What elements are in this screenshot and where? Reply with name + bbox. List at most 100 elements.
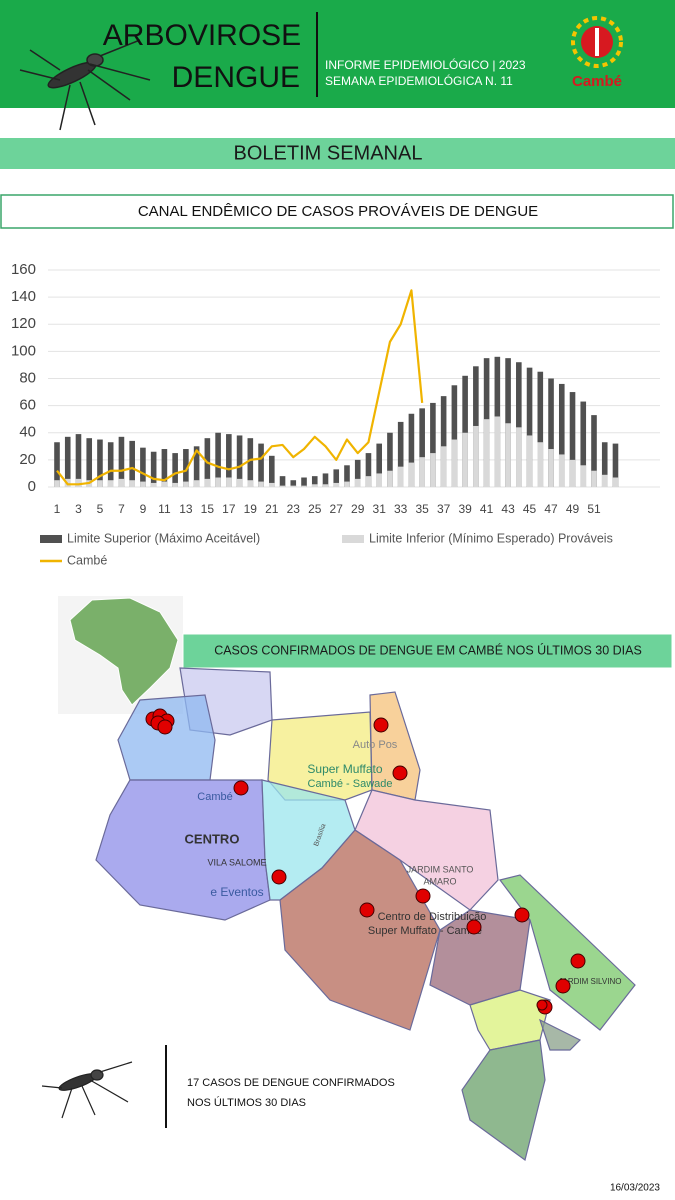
map-title: CASOS CONFIRMADOS DE DENGUE EM CAMBÉ NOS… <box>214 642 642 657</box>
bar <box>376 443 382 487</box>
bar <box>54 480 60 487</box>
bar <box>451 385 458 487</box>
bar <box>311 476 318 487</box>
bar <box>322 484 329 487</box>
bar <box>419 408 425 487</box>
bar <box>193 480 200 487</box>
bar <box>569 459 576 487</box>
banner <box>0 138 675 169</box>
bar <box>344 465 350 487</box>
date: 16/03/2023 <box>610 1183 660 1194</box>
bar <box>397 466 404 487</box>
map-label: CENTRO <box>185 831 240 846</box>
bar <box>408 413 415 487</box>
bar <box>247 438 254 487</box>
x-tick-label: 7 <box>118 502 125 516</box>
bar <box>365 476 372 487</box>
bar <box>226 434 232 487</box>
bar <box>279 476 286 487</box>
banner-text: BOLETIM SEMANAL <box>234 142 423 164</box>
y-tick-label: 120 <box>11 315 36 332</box>
bar <box>226 477 232 487</box>
map-label: JARDIM SILVINO <box>559 977 622 986</box>
x-tick-label: 33 <box>394 502 408 516</box>
x-tick-label: 47 <box>544 502 558 516</box>
bar <box>236 478 243 487</box>
bar <box>301 485 307 487</box>
legend-label: Cambé <box>67 553 107 567</box>
x-tick-label: 43 <box>501 502 515 516</box>
case-markers <box>145 708 586 1015</box>
x-tick-label: 39 <box>458 502 472 516</box>
bar <box>107 442 114 487</box>
header-title: ARBOVIROSE <box>103 19 301 52</box>
x-tick-label: 35 <box>415 502 429 516</box>
bar <box>322 473 329 487</box>
map-labels: Cambé CENTRO VILA SALOME e Eventos Super… <box>185 739 622 986</box>
bar <box>129 480 135 487</box>
bar <box>580 401 587 487</box>
header-info: SEMANA EPIDEMIOLÓGICA N. 11 <box>325 73 513 88</box>
bar <box>451 439 458 487</box>
x-tick-label: 17 <box>222 502 236 516</box>
legend-label: Limite Superior (Máximo Aceitável) <box>67 531 260 545</box>
x-tick-label: 13 <box>179 502 193 516</box>
bar <box>601 474 608 487</box>
bar <box>193 446 200 487</box>
x-tick-label: 25 <box>308 502 322 516</box>
bar <box>526 367 533 487</box>
bar <box>548 449 554 487</box>
y-tick-label: 60 <box>19 397 36 414</box>
bar <box>118 436 125 487</box>
bar <box>161 481 168 487</box>
bar <box>354 478 361 487</box>
y-tick-label: 160 <box>11 261 36 278</box>
x-tick-label: 5 <box>97 502 104 516</box>
bar <box>612 443 619 487</box>
map-label: Cambé - Sawade <box>308 778 393 790</box>
bar <box>516 362 522 487</box>
x-tick-label: 49 <box>566 502 580 516</box>
bar <box>64 436 71 487</box>
x-tick-label: 21 <box>265 502 279 516</box>
map-label: Auto Pos <box>353 739 398 751</box>
y-tick-label: 80 <box>19 369 36 386</box>
bar <box>97 480 103 487</box>
bar <box>344 481 350 487</box>
bar <box>526 435 533 487</box>
bar <box>75 434 82 487</box>
bar <box>204 478 211 487</box>
bar <box>419 457 425 487</box>
bar <box>569 392 576 487</box>
bar <box>258 481 264 487</box>
bar <box>118 478 125 487</box>
bar <box>54 442 60 487</box>
bar <box>591 470 597 487</box>
bar <box>269 455 275 487</box>
x-tick-label: 15 <box>201 502 215 516</box>
map-label: VILA SALOME <box>207 857 266 867</box>
bar <box>150 451 157 487</box>
bar <box>311 484 318 487</box>
header-info: INFORME EPIDEMIOLÓGICO | 2023 <box>325 57 526 72</box>
neighborhoods <box>95 667 636 1162</box>
bar <box>140 447 146 487</box>
bar <box>387 470 393 487</box>
map-label: Centro de Distribuição <box>378 911 487 923</box>
bar <box>612 477 619 487</box>
y-tick-label: 100 <box>11 342 36 359</box>
y-tick-label: 40 <box>19 424 36 441</box>
logo-text: Cambé <box>572 73 622 90</box>
bar <box>505 358 511 487</box>
bar <box>354 459 361 487</box>
bar <box>580 465 587 487</box>
bar <box>462 432 468 487</box>
bar <box>505 423 511 487</box>
bar <box>161 449 168 487</box>
bar <box>290 480 297 487</box>
bar <box>516 427 522 487</box>
bar <box>601 442 608 487</box>
bar <box>279 485 286 487</box>
mosquito-icon <box>41 1061 133 1119</box>
